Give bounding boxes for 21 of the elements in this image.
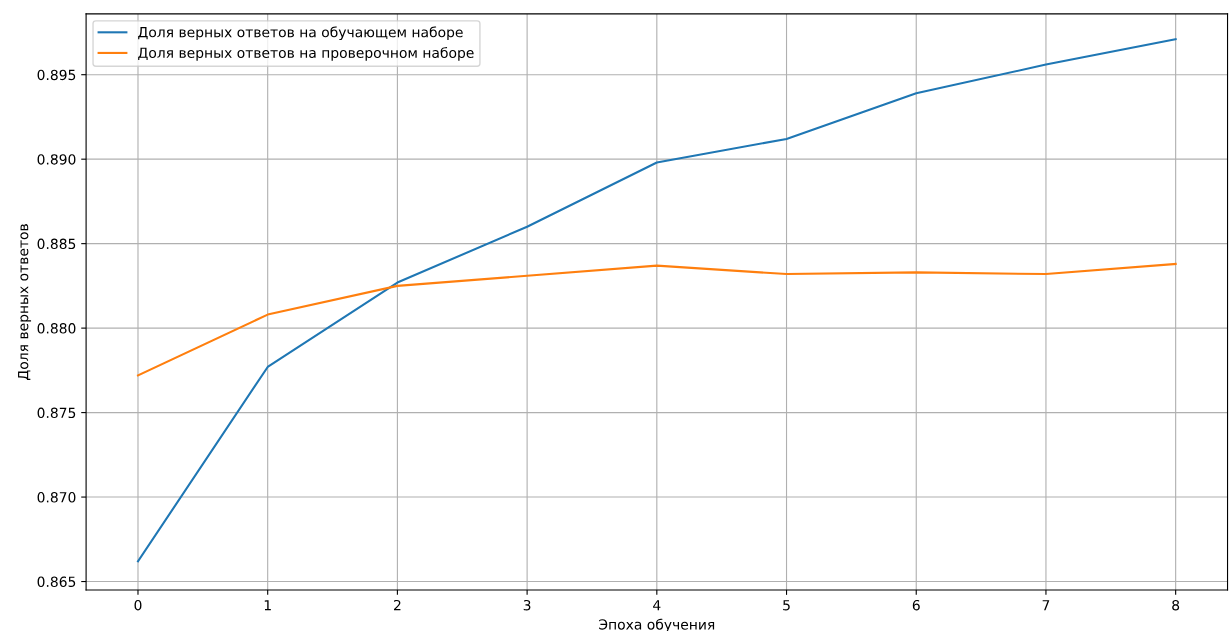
- legend-label: Доля верных ответов на обучающем наборе: [138, 26, 463, 41]
- x-tick-label: 2: [394, 599, 401, 611]
- y-tick-label: 0.870: [37, 492, 76, 503]
- y-axis-title: Доля верных ответов: [18, 224, 32, 380]
- legend-label: Доля верных ответов на проверочном наборе: [138, 47, 474, 61]
- y-tick-label: 0.865: [37, 576, 76, 588]
- x-tick-label: 8: [1172, 599, 1180, 611]
- y-tick-label: 0.880: [37, 323, 76, 334]
- x-tick-label: 0: [134, 599, 142, 611]
- x-tick-label: 6: [912, 599, 920, 611]
- x-tick-label: 4: [653, 600, 661, 611]
- x-tick-label: 3: [523, 599, 531, 611]
- line-series: [136, 262, 1177, 377]
- y-tick-label: 0.875: [37, 407, 76, 419]
- line-series: [136, 38, 1177, 563]
- x-tick-label: 5: [783, 600, 790, 611]
- y-tick-label: 0.885: [37, 238, 76, 250]
- y-tick-label: 0.890: [37, 154, 76, 165]
- x-tick-label: 7: [1042, 600, 1050, 611]
- x-tick-label: 1: [264, 600, 271, 611]
- y-tick-label: 0.895: [37, 69, 76, 81]
